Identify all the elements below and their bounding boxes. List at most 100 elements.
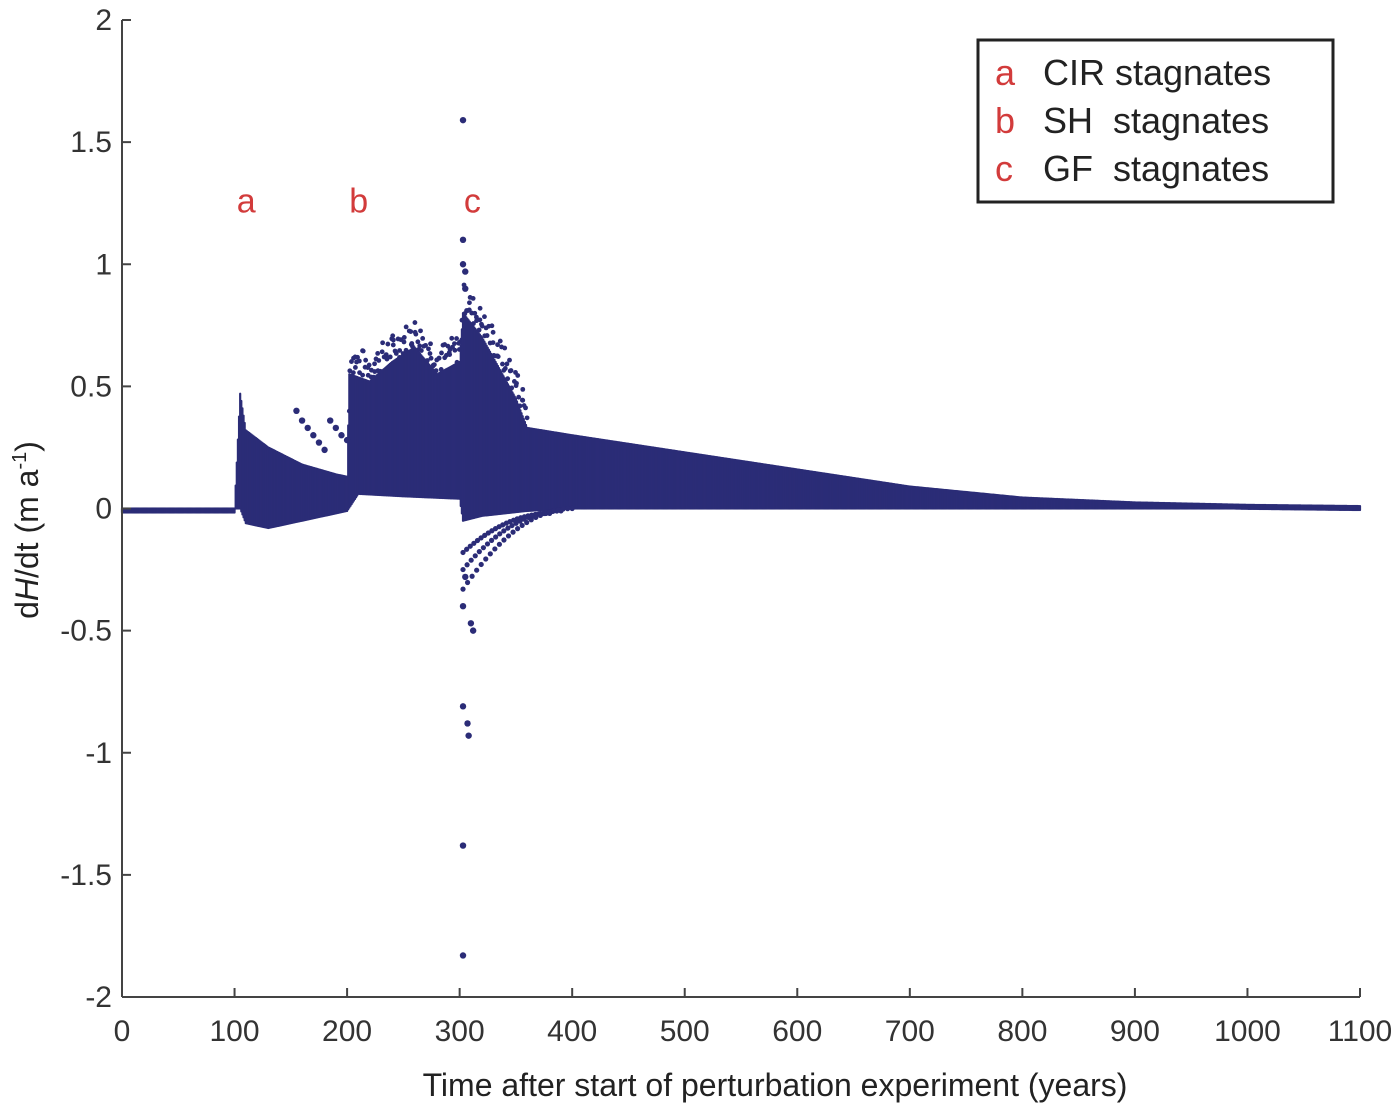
y-axis-title-superscript: -1 [9,452,31,470]
x-tick-label: 100 [210,1015,260,1048]
data-point [467,300,472,306]
data-point [514,526,521,532]
data-point [360,372,366,378]
data-point [484,541,491,547]
data-point [327,417,334,424]
event-label-a: a [237,183,256,221]
data-point [338,432,345,439]
data-point [376,358,382,363]
data-point [560,506,566,512]
data-point [418,328,423,334]
x-tick-label: 900 [1110,1015,1160,1048]
x-tick-label: 1100 [1328,1015,1393,1048]
data-point [528,517,534,523]
data-point [347,368,353,374]
data-point [413,331,419,337]
y-axis-title-part: d [9,601,45,619]
data-point [415,339,421,345]
data-point [474,314,479,320]
data-point [379,349,385,355]
data-point [520,397,526,403]
x-tick-label: 400 [547,1015,597,1048]
data-point [454,336,459,341]
data-point [428,355,434,361]
data-point [474,567,480,573]
data-point [467,543,473,549]
legend-entry: GF stagnates [1043,148,1269,189]
data-point [479,323,485,329]
data-point [551,508,557,514]
event-label-c: c [464,183,481,221]
data-point [460,549,466,556]
data-point [460,566,466,573]
data-point [509,522,515,529]
data-point [293,407,300,414]
legend-entry: SH stagnates [1043,100,1269,141]
data-point [355,354,360,360]
x-tick-label: 600 [772,1015,822,1048]
data-point [523,405,528,411]
y-axis-title: dH/dt (m a-1) [9,441,45,619]
data-point [390,342,396,348]
data-point [501,528,507,534]
data-point [452,341,457,347]
data-point [480,545,487,551]
data-point [496,541,503,547]
data-point [519,522,525,529]
y-tick-label: 1 [95,248,112,281]
x-tick-label: 500 [660,1015,710,1048]
legend: a CIR stagnates b SH stagnates c GF stag… [976,38,1335,204]
data-point [447,352,453,357]
data-point [393,351,399,356]
legend-entry: CIR stagnates [1043,52,1271,93]
data-point [524,519,530,526]
y-tick-label: -1.5 [60,859,112,892]
x-tick-label: 700 [885,1015,935,1048]
data-point [483,556,489,562]
data-point [397,348,403,353]
data-point [343,436,351,444]
data-point [517,403,523,409]
data-point [476,549,482,555]
data-point [517,518,523,524]
data-point [476,327,482,333]
data-point [484,333,490,338]
data-point [515,373,521,378]
data-point [417,343,423,349]
y-axis-title-part: /dt (m a [9,469,45,578]
data-point [464,579,471,586]
data-point [459,116,467,124]
data-point [420,336,426,341]
data-point [408,329,414,335]
data-point [471,321,476,326]
data-point [555,507,562,513]
data-point [478,535,484,541]
data-point [426,346,431,352]
data-point [356,358,362,364]
event-label-b: b [349,183,368,221]
data-point [350,370,356,376]
data-point [495,342,500,348]
data-point [360,348,366,354]
x-tick-label: 300 [435,1015,485,1048]
data-point [401,339,407,345]
data-point [490,329,496,335]
data-point [387,354,393,360]
data-point [497,338,503,344]
data-point [497,531,503,537]
data-point [477,305,483,311]
data-point [428,341,433,347]
data-point [493,534,499,540]
data-point [464,546,470,552]
x-tick-label: 1000 [1214,1015,1281,1048]
data-point [469,627,477,634]
data-point [462,573,469,581]
data-point [418,348,424,353]
data-point [310,432,317,439]
x-axis-title: Time after start of perturbation experim… [423,1067,1128,1103]
data-point [495,354,501,360]
data-point [505,525,511,531]
data-point [372,361,377,367]
data-point [385,341,391,347]
